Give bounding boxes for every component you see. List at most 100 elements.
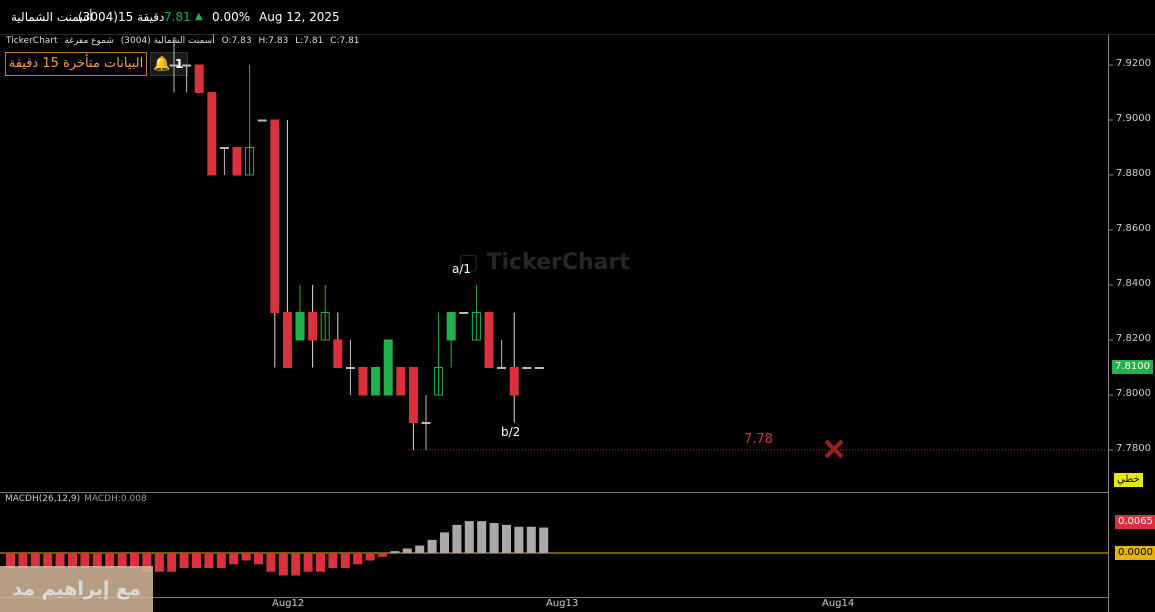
date-label-aug13: Aug13 [546, 598, 579, 609]
macd-histogram-bar [30, 553, 40, 568]
chart-source: TickerChart [6, 36, 58, 46]
author-overlay: مع إبراهيم مد [0, 566, 153, 612]
macd-histogram-bar [80, 553, 90, 568]
header-date: Aug 12, 2025 [259, 10, 340, 24]
candle-body [219, 147, 229, 149]
macd-histogram-bar [402, 548, 412, 553]
macd-histogram-bar [229, 553, 239, 565]
macd-histogram-bar [452, 524, 462, 553]
macd-name: MACDH(26,12,9) [5, 494, 81, 504]
macd-histogram-bar [291, 553, 301, 576]
price-tick-label: 7.8400 [1116, 278, 1151, 289]
macd-histogram-bar [539, 527, 549, 553]
candle-body [484, 312, 494, 368]
macd-histogram-bar [489, 523, 499, 553]
current-price-tag: 7.8100 [1112, 360, 1153, 374]
candle-body [345, 367, 355, 369]
candle-body [497, 367, 507, 369]
candle-body [434, 367, 444, 396]
price-tick-label: 7.8000 [1116, 388, 1151, 399]
macd-histogram-bar [55, 553, 65, 568]
macd-histogram-bar [278, 553, 288, 576]
high-value: H:7.83 [258, 36, 289, 46]
alerts-button[interactable]: 🔔 1 [150, 52, 188, 76]
candle-body [446, 312, 456, 341]
candle-body [257, 119, 267, 122]
chart-style: شموع مفرغة [64, 36, 114, 46]
macd-histogram-bar [526, 526, 536, 553]
price-tick-label: 7.8200 [1116, 333, 1151, 344]
macd-histogram-bar [502, 524, 511, 553]
candle-body [182, 64, 192, 67]
ticker-code[interactable]: (3004) [78, 10, 118, 24]
price-chart-area[interactable] [0, 35, 1108, 492]
candle-body [169, 64, 179, 67]
candle-body [396, 367, 406, 396]
candle-body [509, 367, 519, 396]
macd-histogram-bar [378, 553, 387, 557]
macd-histogram-bar [365, 553, 375, 561]
line-mode-tag[interactable]: خطي [1114, 473, 1143, 487]
candle-body [270, 119, 280, 313]
candle-body [459, 312, 469, 314]
macd-histogram-bar [440, 532, 449, 553]
symbol-header: أسمنت الشمالية (3004) 15 دقيقة 7.81 ▲ 0.… [0, 0, 1155, 35]
macd-histogram-bar [254, 553, 263, 565]
price-tick-label: 7.8600 [1116, 223, 1151, 234]
macd-indicator-label[interactable]: MACDH(26,12,9) MACDH:0.008 [5, 494, 147, 504]
company-name[interactable]: أسمنت الشمالية [11, 10, 93, 24]
macd-histogram-bar [464, 521, 474, 553]
last-price: 7.81 [164, 10, 191, 24]
price-axis[interactable] [1108, 35, 1155, 612]
wave-b-label: b/2 [501, 425, 520, 439]
macd-zero-tag: 0.0000 [1115, 546, 1155, 560]
candle-body [295, 312, 305, 341]
close-value: C:7.81 [330, 36, 360, 46]
macd-histogram-bar [514, 526, 524, 553]
macd-histogram-bar [130, 553, 139, 568]
candle-body [522, 367, 532, 369]
candle-body [282, 312, 292, 368]
macd-histogram-bar [105, 553, 115, 568]
macd-histogram-bar [142, 553, 152, 572]
ohlc-readout: TickerChart أسمنت الشمالية (3004) شموع م… [6, 36, 364, 46]
macd-histogram-bar [390, 551, 400, 553]
macd-histogram-bar [316, 553, 325, 572]
price-tick-label: 7.9000 [1116, 113, 1151, 124]
macd-histogram-bar [340, 553, 350, 568]
candle-body [383, 339, 393, 396]
candle-body [232, 147, 242, 176]
macd-histogram-bar [154, 553, 164, 572]
data-delay-notice: البيانات متأخرة 15 دقيقة [5, 52, 147, 76]
candle-body [534, 367, 544, 369]
candle-body [471, 312, 481, 341]
target-level-label: 7.78 [744, 432, 773, 447]
price-tick-label: 7.8800 [1116, 168, 1151, 179]
up-arrow-icon: ▲ [195, 11, 203, 22]
candle-body [408, 367, 418, 423]
target-x-mark [824, 439, 844, 459]
candle-body [245, 147, 255, 176]
macd-histogram-bar [43, 553, 53, 568]
pane-separator[interactable] [0, 492, 1108, 493]
bell-icon: 🔔 [153, 56, 171, 72]
macd-histogram-bar [328, 553, 338, 568]
alerts-count: 1 [175, 57, 184, 71]
date-label-aug14: Aug14 [822, 598, 855, 609]
instrument-label: أسمنت الشمالية (3004) [120, 36, 215, 46]
wave-a-label: a/1 [452, 262, 471, 276]
macd-histogram-bar [92, 553, 102, 568]
macd-value-tag: 0.0065 [1115, 515, 1155, 529]
macd-histogram-bar [68, 553, 77, 568]
macd-histogram-bar [303, 553, 313, 572]
interval-label[interactable]: 15 دقيقة [118, 10, 165, 24]
macd-histogram-bar [216, 553, 226, 568]
macd-histogram-bar [477, 521, 487, 553]
macd-histogram-bar [266, 553, 276, 572]
macd-histogram-bar [415, 545, 425, 553]
macd-histogram-bar [117, 553, 127, 568]
macd-histogram-bar [167, 553, 177, 572]
macd-histogram-bar [204, 553, 214, 568]
candle-body [194, 64, 204, 93]
